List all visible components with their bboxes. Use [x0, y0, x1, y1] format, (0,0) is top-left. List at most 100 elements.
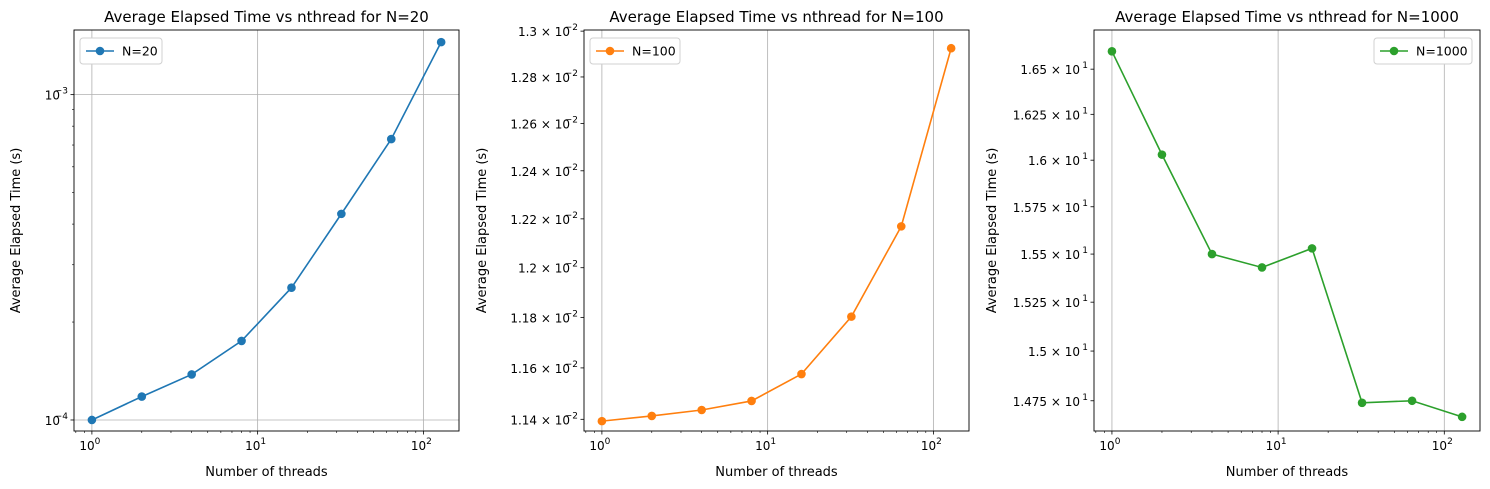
data-point	[237, 336, 246, 346]
y-tick-label: 1.2 × 10	[518, 262, 570, 276]
x-tick-label: 100	[1099, 437, 1120, 453]
data-point	[137, 392, 147, 401]
data-point	[1257, 263, 1267, 272]
y-tick-label: 1.6 × 10	[1028, 154, 1080, 168]
y-tick-exponent: 1	[1082, 393, 1088, 403]
y-tick-exponent: 1	[1082, 106, 1088, 116]
y-tick-label: 1.525 × 10	[1013, 296, 1080, 310]
y-tick-label: 1.24 × 10	[510, 165, 570, 179]
data-point	[386, 134, 396, 144]
chart-title: Average Elapsed Time vs nthread for N=20	[104, 8, 429, 26]
y-tick-label: 1.26 × 10	[510, 118, 570, 132]
y-tick-exponent: −2	[565, 163, 578, 173]
y-axis-label: Average Elapsed Time (s)	[9, 148, 24, 314]
data-point	[1307, 244, 1317, 253]
y-tick-exponent: −2	[565, 211, 578, 221]
data-point	[747, 396, 756, 406]
y-tick-exponent: −2	[565, 69, 578, 79]
legend-box	[79, 37, 163, 65]
legend-box	[1373, 37, 1473, 65]
data-point	[847, 312, 856, 321]
data-point	[1407, 396, 1417, 406]
y-tick-label: 1.55 × 10	[1020, 248, 1080, 262]
y-tick-label: 1.5 × 10	[1028, 345, 1080, 359]
data-point	[697, 405, 706, 415]
series-line-N=1000	[1111, 50, 1463, 418]
chart-title: Average Elapsed Time vs nthread for N=10…	[1115, 8, 1459, 26]
data-point	[87, 415, 97, 425]
y-tick-label: 10	[45, 414, 60, 428]
y-tick-label: 10	[45, 89, 60, 103]
y-axis-label: Average Elapsed Time (s)	[985, 148, 1000, 314]
data-point	[797, 369, 806, 379]
legend-marker	[605, 46, 615, 56]
y-tick-exponent: −2	[565, 411, 578, 421]
y-tick-exponent: −4	[55, 412, 69, 422]
y-tick-exponent: 1	[1082, 294, 1088, 304]
x-tick-label: 100	[79, 437, 100, 453]
legend-label: N=20	[122, 44, 158, 59]
data-point	[946, 43, 956, 53]
legend: N=20	[79, 37, 163, 65]
data-point	[187, 370, 196, 379]
y-tick-exponent: −2	[565, 116, 578, 126]
legend-box	[589, 37, 681, 65]
y-tick-label: 1.3 × 10	[518, 25, 570, 39]
data-point	[647, 411, 657, 421]
y-tick-exponent: −3	[55, 87, 68, 97]
data-point	[1457, 412, 1467, 422]
y-tick-exponent: 1	[1082, 152, 1088, 162]
y-tick-exponent: −2	[565, 309, 578, 319]
data-point	[287, 283, 296, 293]
y-tick-label: 1.28 × 10	[510, 71, 570, 85]
legend-marker	[1389, 46, 1399, 56]
x-tick-label: 101	[245, 437, 266, 453]
y-tick-label: 1.14 × 10	[510, 413, 570, 427]
x-axis-label: Number of threads	[715, 465, 838, 480]
x-tick-label: 101	[755, 437, 776, 453]
legend-label: N=1000	[1416, 44, 1468, 59]
chart-title: Average Elapsed Time vs nthread for N=10…	[609, 8, 943, 26]
y-tick-exponent: 1	[1082, 199, 1088, 209]
legend-marker	[95, 46, 105, 56]
x-tick-label: 102	[411, 437, 432, 453]
x-tick-label: 100	[589, 437, 610, 453]
y-tick-label: 1.65 × 10	[1020, 63, 1080, 77]
x-tick-label: 101	[1266, 437, 1287, 453]
x-tick-label: 102	[921, 437, 942, 453]
y-tick-exponent: −2	[565, 260, 578, 270]
y-tick-label: 1.575 × 10	[1013, 201, 1080, 215]
data-point	[597, 416, 607, 426]
data-point	[1207, 249, 1217, 259]
legend: N=100	[589, 37, 681, 65]
x-axis-label: Number of threads	[205, 465, 328, 480]
data-point	[1107, 47, 1117, 56]
y-axis-label: Average Elapsed Time (s)	[475, 148, 490, 314]
series-line-N=20	[91, 41, 442, 421]
x-tick-label: 102	[1432, 437, 1453, 453]
data-point	[1357, 398, 1367, 408]
y-tick-exponent: −2	[565, 360, 578, 370]
data-point	[436, 37, 446, 47]
y-tick-label: 1.475 × 10	[1013, 395, 1080, 409]
data-point	[896, 222, 906, 231]
series-line-N=100	[601, 48, 952, 422]
y-tick-label: 1.18 × 10	[510, 311, 570, 325]
axes-frame	[73, 29, 460, 432]
y-tick-label: 1.625 × 10	[1013, 108, 1080, 122]
y-tick-exponent: 1	[1082, 61, 1088, 71]
legend-label: N=100	[632, 44, 676, 59]
y-tick-exponent: −2	[565, 23, 578, 33]
y-tick-label: 1.22 × 10	[510, 213, 570, 227]
legend: N=1000	[1373, 37, 1473, 65]
axes-frame	[583, 29, 970, 432]
axes-frame	[1093, 29, 1481, 432]
x-axis-label: Number of threads	[1226, 465, 1349, 480]
data-point	[1157, 150, 1167, 159]
y-tick-label: 1.16 × 10	[510, 362, 570, 376]
y-tick-exponent: 1	[1082, 246, 1088, 256]
